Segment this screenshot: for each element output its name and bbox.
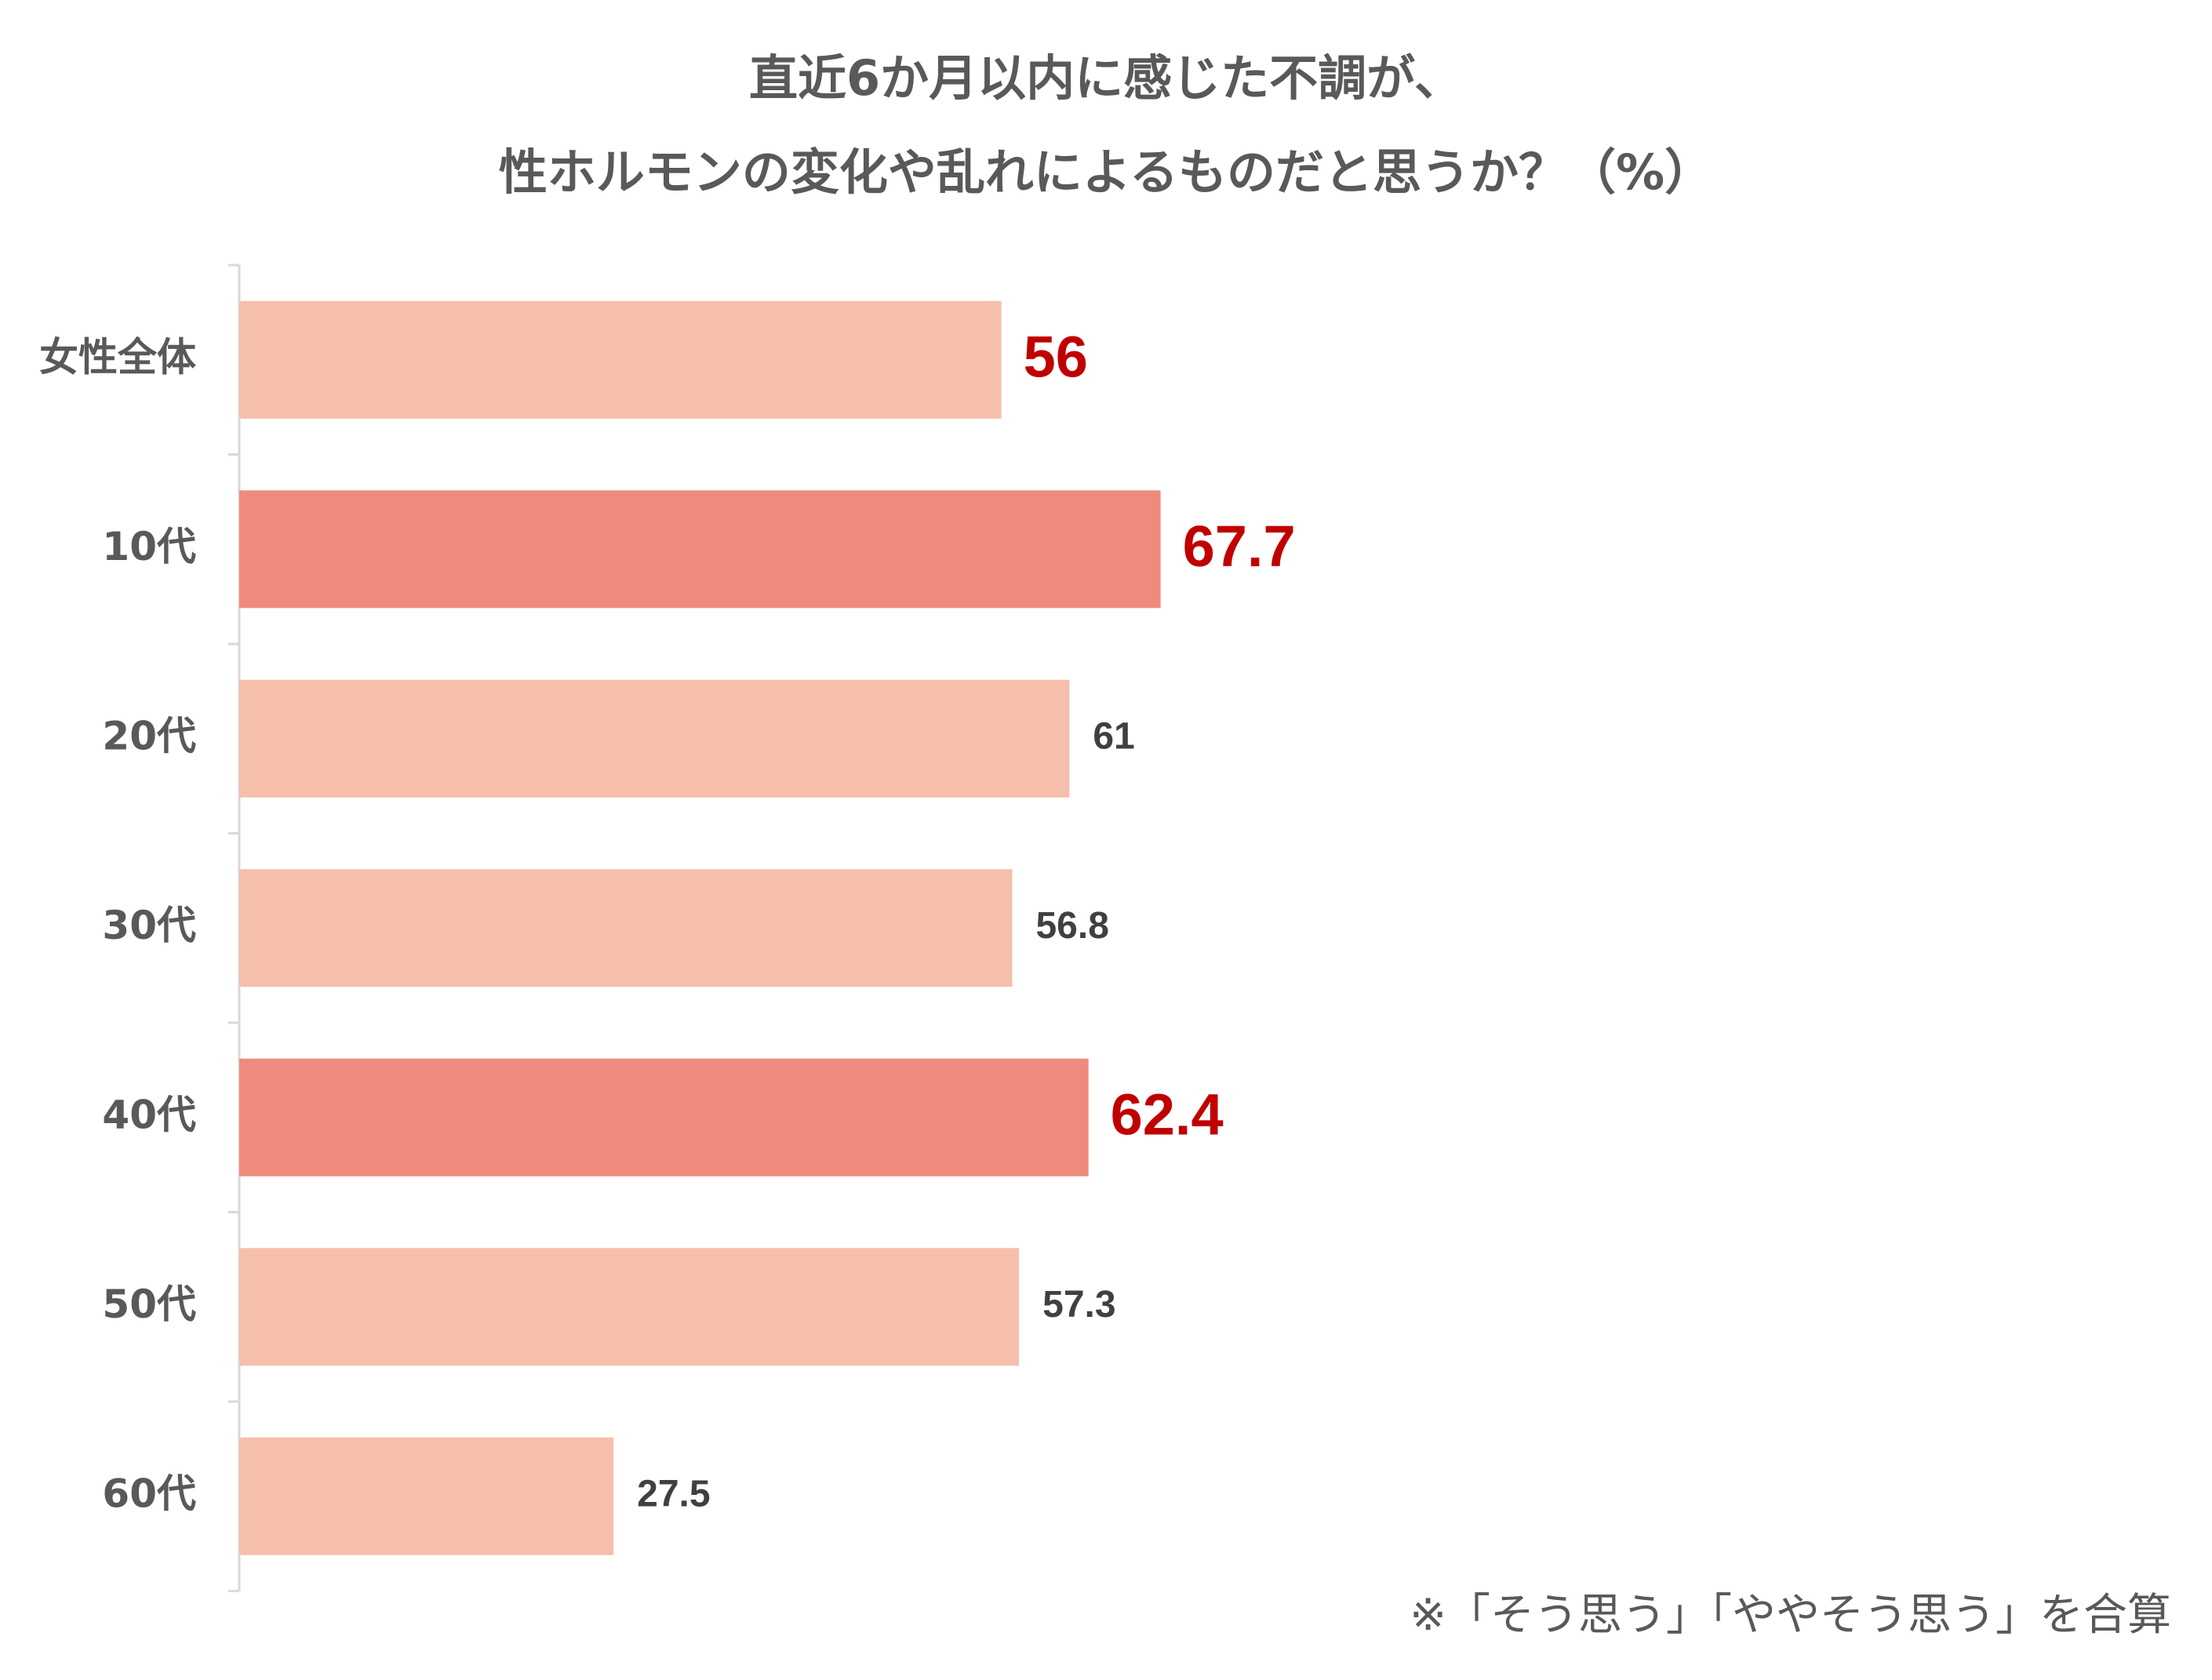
bar (239, 300, 1002, 419)
value-label: 57.3 (1042, 1284, 1115, 1325)
chart-title-line-2: 性ホルモンの変化や乱れによるものだと思うか？（%） (498, 144, 1714, 201)
category-label: 50代 (102, 1282, 196, 1327)
bar (239, 1248, 1020, 1366)
value-label: 61 (1093, 715, 1134, 757)
bar (239, 869, 1013, 987)
category-label: 10代 (102, 524, 196, 569)
category-label: 20代 (102, 713, 196, 758)
category-label: 40代 (102, 1092, 196, 1137)
chart-title: 直近6か月以内に感じた不調が、 性ホルモンの変化や乱れによるものだと思うか？（%… (0, 31, 2212, 220)
bar (239, 1058, 1089, 1176)
category-label: 60代 (102, 1471, 196, 1516)
bar (239, 490, 1161, 609)
value-label: 62.4 (1111, 1082, 1224, 1147)
category-label: 女性全体 (39, 334, 196, 380)
chart-title-line-1: 直近6か月以内に感じた不調が、 (749, 49, 1463, 107)
value-label: 67.7 (1183, 514, 1296, 579)
value-label: 27.5 (637, 1473, 710, 1515)
bar (239, 1437, 614, 1555)
value-label: 56.8 (1035, 905, 1108, 947)
category-label: 30代 (102, 903, 196, 948)
bar (239, 679, 1070, 798)
value-label: 56 (1024, 324, 1088, 389)
footnote: ※「そう思う」「ややそう思う」を合算 (1410, 1590, 2171, 1641)
